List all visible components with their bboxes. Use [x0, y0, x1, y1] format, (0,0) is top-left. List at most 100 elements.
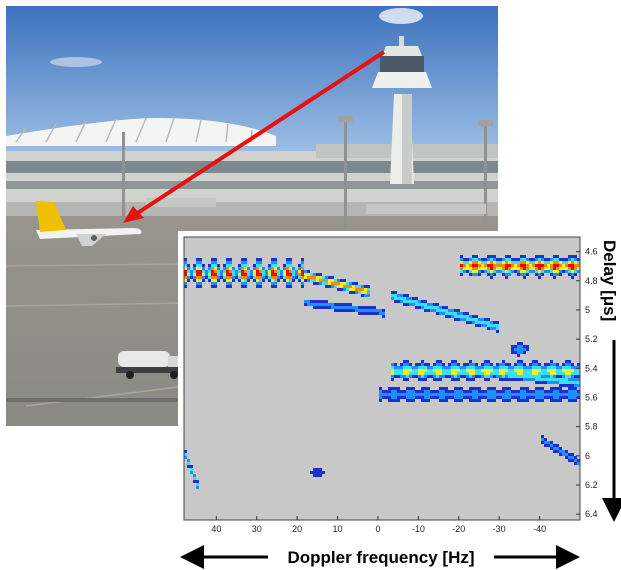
heat-cell	[550, 264, 553, 267]
heat-cell	[496, 324, 499, 327]
heat-cell	[532, 258, 535, 261]
heat-cell	[493, 258, 496, 261]
heat-cell	[487, 366, 490, 369]
heat-cell	[256, 261, 259, 264]
heat-cell	[517, 348, 520, 351]
heat-cell	[559, 366, 562, 369]
heat-cell	[418, 369, 421, 372]
heat-cell	[436, 363, 439, 366]
heat-cell	[424, 375, 427, 378]
light-mast	[484, 124, 487, 224]
heat-cell	[406, 300, 409, 303]
heat-cell	[382, 393, 385, 396]
heat-cell	[574, 369, 577, 372]
heat-cell	[433, 369, 436, 372]
heat-cell	[571, 264, 574, 267]
heat-cell	[418, 396, 421, 399]
terminal-roof-ribs	[15, 117, 253, 143]
heat-cell	[487, 273, 490, 276]
heat-cell	[454, 399, 457, 402]
heat-cell	[541, 396, 544, 399]
heat-cell	[379, 396, 382, 399]
heat-cell	[529, 270, 532, 273]
heatmap-layer	[184, 255, 580, 489]
heat-cell	[556, 378, 559, 381]
heat-cell	[424, 387, 427, 390]
heat-cell	[436, 372, 439, 375]
heat-cell	[259, 276, 262, 279]
heat-cell	[241, 270, 244, 273]
heat-cell	[496, 375, 499, 378]
heat-cell	[313, 300, 316, 303]
heat-cell	[559, 384, 562, 387]
heat-cell	[571, 366, 574, 369]
heat-cell	[391, 294, 394, 297]
heat-cell	[412, 390, 415, 393]
heat-cell	[472, 393, 475, 396]
heat-cell	[511, 348, 514, 351]
heat-cell	[502, 369, 505, 372]
heat-cell	[469, 393, 472, 396]
heat-cell	[475, 321, 478, 324]
heat-cell	[511, 390, 514, 393]
heat-cell	[577, 258, 580, 261]
heat-cell	[187, 276, 190, 279]
heat-cell	[403, 375, 406, 378]
heat-cell	[391, 396, 394, 399]
heat-cell	[289, 261, 292, 264]
heat-cell	[487, 393, 490, 396]
heat-cell	[556, 399, 559, 402]
heat-cell	[196, 282, 199, 285]
heat-cell	[328, 285, 331, 288]
heat-cell	[415, 303, 418, 306]
heat-cell	[244, 258, 247, 261]
heat-cell	[382, 396, 385, 399]
heat-cell	[574, 390, 577, 393]
fence	[6, 398, 186, 402]
heat-cell	[505, 267, 508, 270]
heat-cell	[478, 390, 481, 393]
heat-cell	[478, 321, 481, 324]
heat-cell	[361, 306, 364, 309]
heat-cell	[310, 471, 313, 474]
heat-cell	[532, 261, 535, 264]
heat-cell	[196, 261, 199, 264]
heat-cell	[508, 267, 511, 270]
heat-cell	[328, 282, 331, 285]
heat-cell	[274, 282, 277, 285]
heat-cell	[295, 276, 298, 279]
heat-cell	[289, 276, 292, 279]
heat-cell	[520, 261, 523, 264]
heat-cell	[538, 369, 541, 372]
heat-cell	[424, 396, 427, 399]
heat-cell	[319, 282, 322, 285]
heat-cell	[343, 279, 346, 282]
heat-cell	[565, 393, 568, 396]
heat-cell	[301, 282, 304, 285]
heat-cell	[262, 267, 265, 270]
heat-cell	[235, 270, 238, 273]
heat-cell	[478, 270, 481, 273]
heat-cell	[226, 270, 229, 273]
heat-cell	[484, 366, 487, 369]
heat-cell	[475, 372, 478, 375]
heat-cell	[529, 258, 532, 261]
heat-cell	[232, 279, 235, 282]
heat-cell	[424, 303, 427, 306]
heat-cell	[568, 381, 571, 384]
heat-cell	[199, 270, 202, 273]
heat-cell	[412, 303, 415, 306]
heat-cell	[490, 261, 493, 264]
heat-cell	[259, 279, 262, 282]
heat-cell	[469, 366, 472, 369]
heat-cell	[460, 267, 463, 270]
heat-cell	[241, 276, 244, 279]
heat-cell	[469, 396, 472, 399]
heat-cell	[406, 294, 409, 297]
heat-cell	[469, 315, 472, 318]
heat-cell	[214, 258, 217, 261]
heat-cell	[487, 378, 490, 381]
heat-cell	[229, 261, 232, 264]
heat-cell	[229, 282, 232, 285]
heat-cell	[184, 276, 187, 279]
